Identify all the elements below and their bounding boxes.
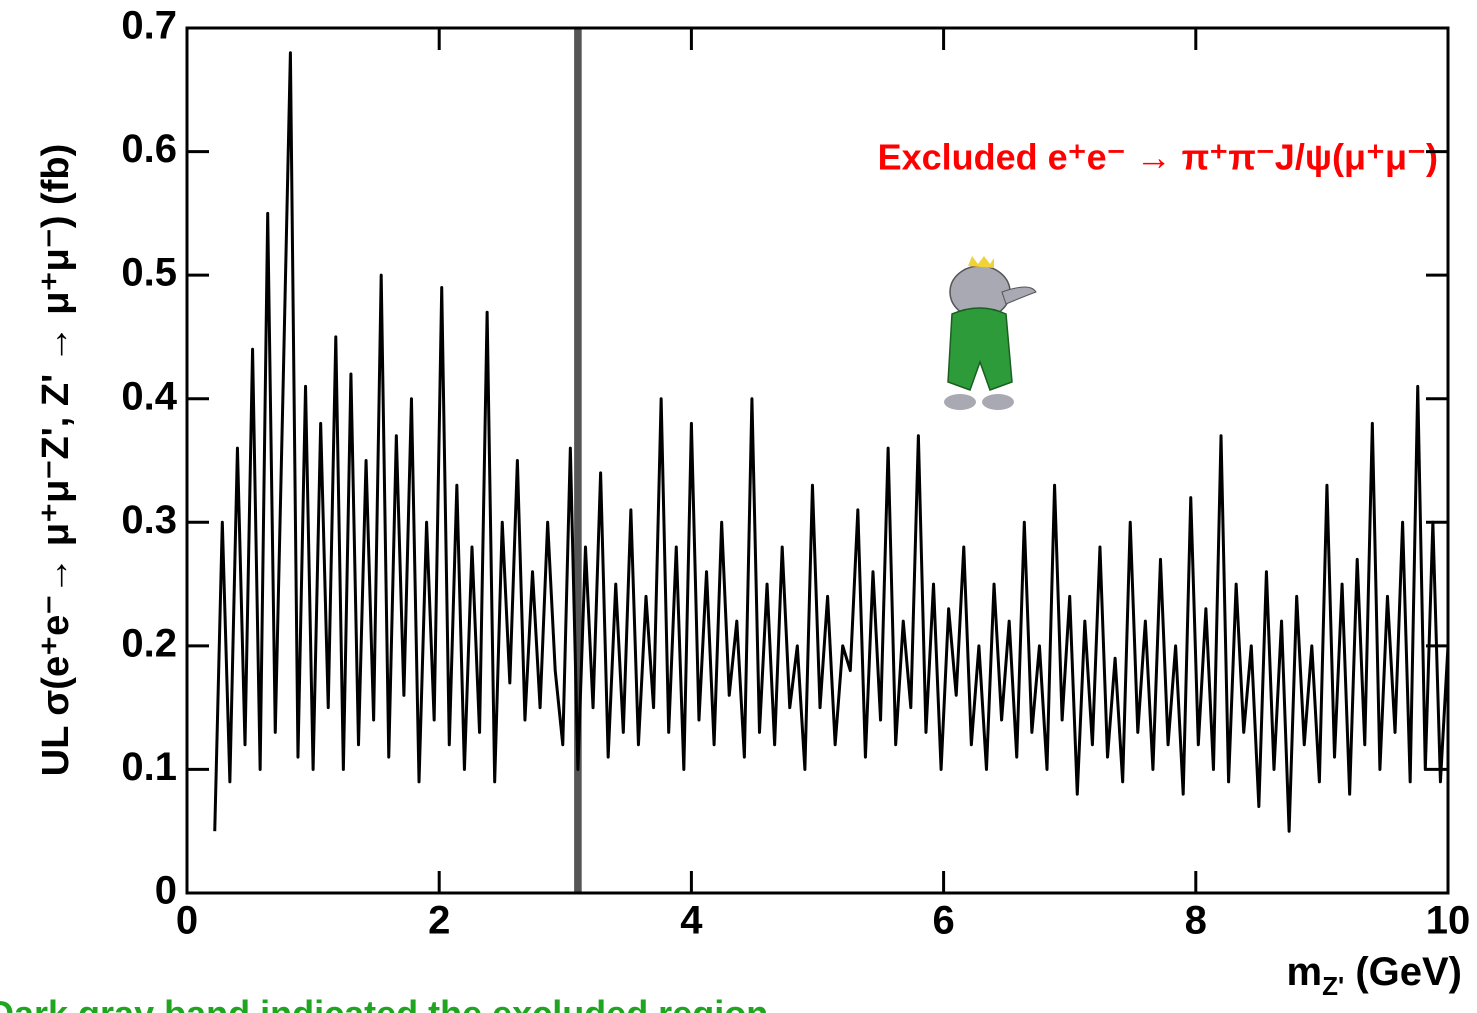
elephant-mascot [944,256,1037,410]
y-tick-label: 0 [155,869,177,913]
x-tick-label: 6 [932,899,954,943]
data-line [213,51,1450,833]
x-tick-label: 4 [680,899,703,943]
elephant-crown [968,256,994,268]
y-tick-label: 0.1 [121,745,177,789]
x-label-unit: (GeV) [1344,950,1462,994]
line-layer [213,51,1450,833]
y-tick-label: 0.2 [121,621,177,665]
y-axis-label: UL σ(e⁺e⁻→ μ⁺μ⁻Z', Z' → μ⁺μ⁻) (fb) [35,144,77,776]
band-layer [574,28,582,893]
excluded-band [574,28,582,893]
x-axis-label: mZ' (GeV) [1287,950,1462,1001]
x-label-sub: Z' [1322,971,1344,1001]
elephant-foot [944,394,976,410]
elephant-suit [947,307,1013,391]
plot-frame [185,26,1450,895]
elephant-trunk [1001,286,1037,305]
x-tick-label: 0 [176,899,198,943]
y-tick-label: 0.7 [121,4,177,48]
x-tick-label: 10 [1426,899,1471,943]
annotation: Excluded e⁺e⁻ → π⁺π⁻J/ψ(μ⁺μ⁻) [878,137,1438,178]
elephant-foot [982,394,1014,410]
y-tick-label: 0.4 [121,374,177,418]
x-tick-label: 8 [1185,899,1207,943]
y-tick-label: 0.5 [121,251,177,295]
x-tick-label: 2 [428,899,450,943]
x-label-main: m [1287,950,1323,994]
footnote: Dark gray band indicated the excluded re… [0,993,778,1013]
y-tick-label: 0.6 [121,127,177,171]
y-tick-label: 0.3 [121,498,177,542]
